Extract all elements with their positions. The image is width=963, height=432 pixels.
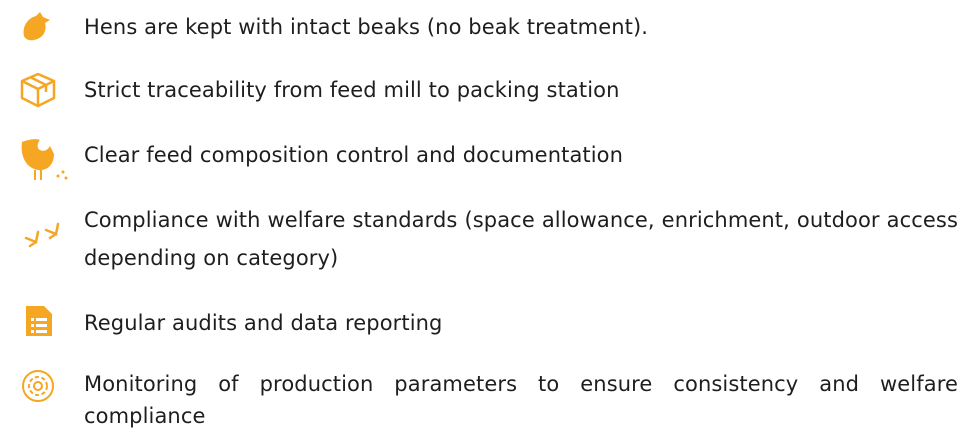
gear-icon xyxy=(22,370,54,402)
hen-icon xyxy=(21,139,68,180)
list-item: Clear feed composition control and docum… xyxy=(84,143,624,167)
list-item: Compliance with welfare standards (space… xyxy=(84,208,958,270)
list-item: Monitoring of production parameters to e… xyxy=(84,372,958,428)
icons xyxy=(20,12,68,402)
feet-icon xyxy=(24,222,60,248)
box-icon xyxy=(20,72,56,108)
chick-icon xyxy=(23,12,50,41)
list-item: Regular audits and data reporting xyxy=(84,311,443,335)
document-icon xyxy=(26,306,52,336)
list-item: Hens are kept with intact beaks (no beak… xyxy=(84,15,649,39)
list-item: Strict traceability from feed mill to pa… xyxy=(84,78,620,102)
